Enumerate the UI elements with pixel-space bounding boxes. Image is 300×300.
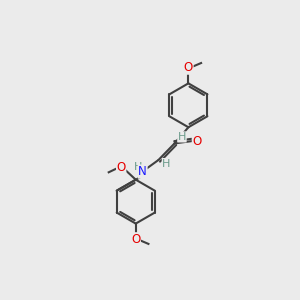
Text: H: H — [134, 161, 142, 172]
Text: O: O — [184, 61, 193, 74]
Text: O: O — [192, 135, 202, 148]
Text: H: H — [162, 158, 171, 169]
Text: O: O — [117, 161, 126, 174]
Text: O: O — [131, 233, 140, 246]
Text: H: H — [178, 132, 186, 142]
Text: N: N — [138, 165, 147, 178]
